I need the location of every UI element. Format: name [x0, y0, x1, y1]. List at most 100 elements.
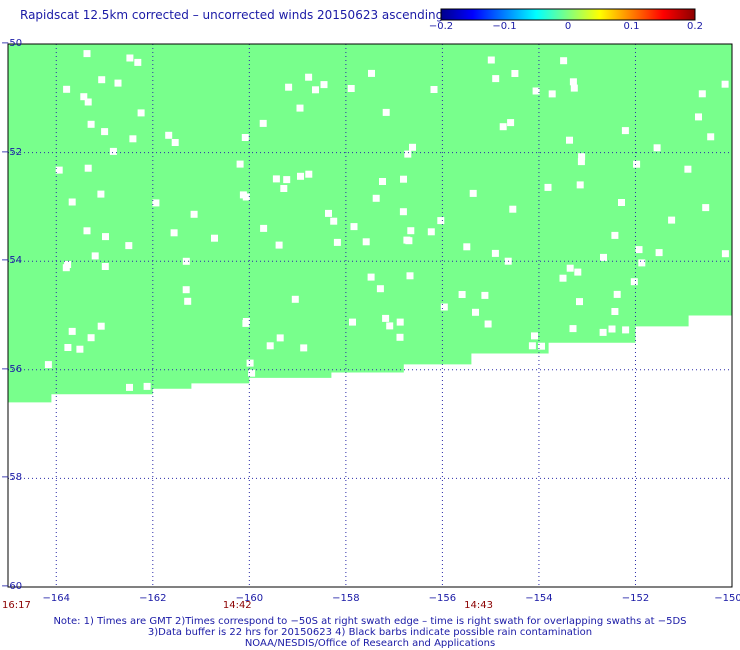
- missing-cell: [630, 278, 638, 286]
- missing-cell: [305, 170, 313, 178]
- missing-cell: [55, 166, 63, 174]
- missing-cell: [560, 57, 568, 65]
- missing-cell: [399, 208, 407, 216]
- missing-cell: [182, 286, 190, 294]
- missing-cell: [491, 249, 499, 257]
- missing-cell: [407, 227, 415, 235]
- missing-cell: [190, 210, 198, 218]
- missing-cell: [333, 238, 341, 246]
- missing-cell: [305, 73, 313, 81]
- missing-cell: [613, 290, 621, 298]
- missing-cell: [382, 314, 390, 322]
- missing-cell: [396, 318, 404, 326]
- missing-cell: [283, 176, 291, 184]
- missing-cell: [509, 205, 517, 213]
- latitude-label: −58: [1, 472, 23, 484]
- missing-cell: [101, 263, 109, 270]
- missing-cell: [621, 127, 629, 135]
- latitude-label: −60: [1, 581, 23, 592]
- missing-cell: [83, 227, 91, 235]
- missing-cell: [276, 334, 284, 342]
- graticule: [8, 44, 732, 587]
- missing-cell: [653, 144, 661, 152]
- missing-cell: [469, 189, 477, 197]
- note-line-3: NOAA/NESDIS/Office of Research and Appli…: [244, 638, 496, 649]
- missing-cell: [152, 199, 160, 207]
- missing-cell: [472, 308, 479, 316]
- missing-cell: [98, 76, 106, 84]
- missing-cell: [87, 120, 95, 128]
- missing-cell: [702, 204, 710, 212]
- missing-cell: [236, 160, 244, 168]
- missing-cell: [507, 119, 515, 127]
- missing-cell: [362, 238, 370, 246]
- missing-cell: [368, 69, 375, 77]
- rapidscat-swath: [8, 44, 732, 403]
- missing-cell: [68, 198, 76, 206]
- swath-time-label: 14:42: [222, 600, 252, 611]
- note-line-2: 3)Data buffer is 22 hrs for 20150623 4) …: [147, 627, 593, 638]
- missing-cell: [386, 322, 394, 330]
- missing-cell: [241, 134, 249, 141]
- missing-cell: [487, 56, 495, 64]
- missing-cell: [242, 318, 250, 325]
- missing-cell: [668, 216, 676, 224]
- missing-cell: [64, 344, 72, 351]
- missing-cell: [242, 193, 250, 201]
- missing-cell: [463, 243, 471, 251]
- missing-cell: [300, 344, 308, 352]
- missing-cell: [499, 123, 507, 131]
- missing-cell: [622, 326, 630, 334]
- colorbar-tick-label: 0.2: [687, 21, 703, 32]
- wind-difference-field: [8, 44, 732, 403]
- missing-cell: [481, 291, 489, 299]
- missing-cell: [611, 231, 619, 239]
- missing-cell: [312, 86, 319, 94]
- missing-cell: [655, 249, 663, 257]
- missing-cell: [102, 233, 109, 241]
- missing-cell: [184, 297, 192, 305]
- colorbar: [440, 8, 696, 21]
- missing-cell: [126, 54, 134, 62]
- colorbar-tick-label: 0.1: [623, 21, 640, 32]
- missing-cell: [492, 75, 500, 83]
- missing-cell: [367, 273, 375, 281]
- missing-cell: [97, 322, 105, 330]
- missing-cell: [91, 252, 99, 260]
- missing-cell: [379, 178, 386, 185]
- missing-cell: [566, 264, 574, 272]
- missing-cell: [350, 223, 358, 231]
- missing-cell: [511, 70, 519, 77]
- missing-cell: [409, 143, 416, 151]
- missing-cell: [430, 86, 438, 93]
- missing-cell: [404, 150, 412, 158]
- swath-time-label: 16:17: [2, 600, 31, 611]
- missing-cell: [569, 78, 577, 86]
- missing-cell: [576, 181, 584, 189]
- missing-cell: [165, 131, 173, 139]
- missing-cell: [246, 359, 254, 367]
- missing-cell: [297, 172, 304, 180]
- missing-cell: [101, 128, 109, 136]
- missing-cell: [638, 259, 646, 267]
- missing-cell: [170, 229, 178, 237]
- missing-cell: [566, 136, 573, 144]
- note-line-1: Note: 1) Times are GMT 2)Times correspon…: [53, 616, 687, 627]
- missing-cell: [182, 257, 190, 265]
- latitude-label: −50: [1, 38, 23, 49]
- missing-cell: [578, 153, 586, 161]
- missing-cell: [695, 113, 702, 121]
- missing-cell: [382, 108, 390, 116]
- swath-time-label: 14:43: [464, 600, 494, 611]
- missing-cell: [608, 325, 616, 333]
- missing-cell: [134, 58, 142, 66]
- missing-cell: [600, 253, 607, 261]
- latitude-label: −56: [1, 363, 23, 375]
- missing-cell: [406, 272, 414, 280]
- map-frame: [7, 43, 733, 588]
- missing-cell: [440, 303, 448, 311]
- missing-cell: [577, 158, 585, 166]
- longitude-label: −164: [42, 593, 70, 604]
- missing-cell: [280, 185, 288, 192]
